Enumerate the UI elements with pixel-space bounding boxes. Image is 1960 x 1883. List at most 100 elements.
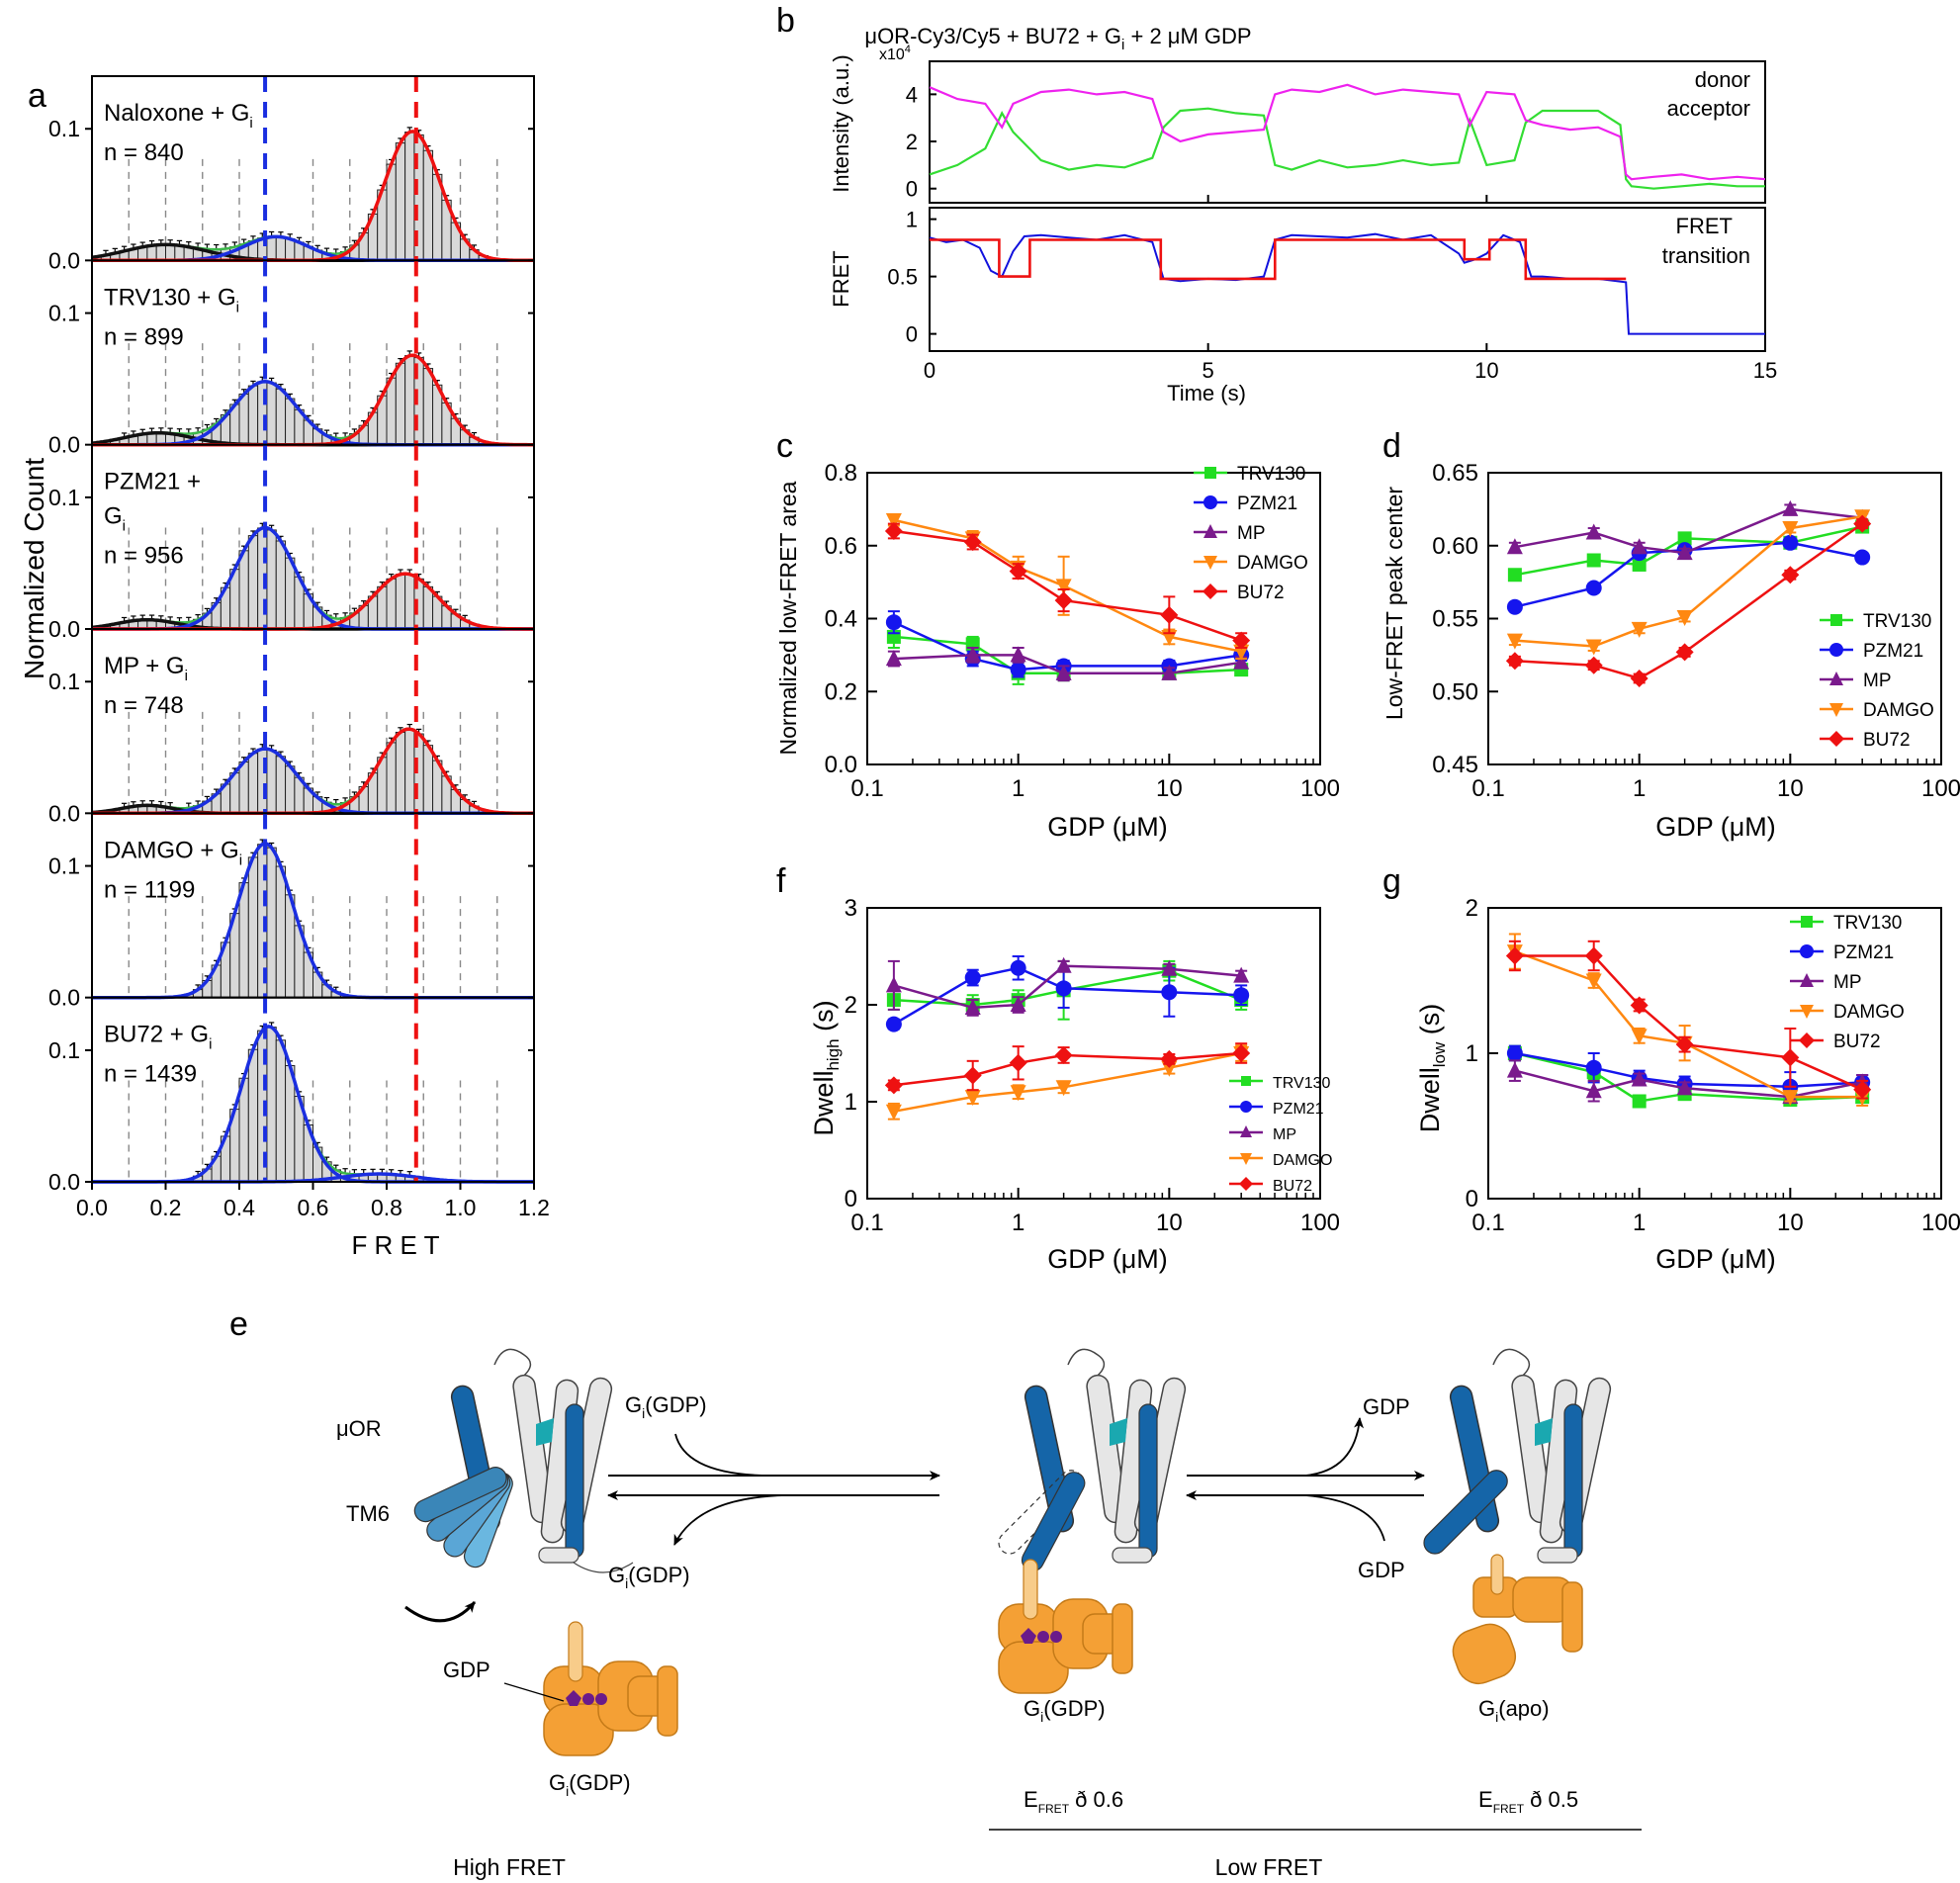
series-MP [1506, 499, 1871, 561]
legend-label-MP: MP [1273, 1126, 1296, 1143]
legend-swatch-marker [1240, 1101, 1252, 1113]
label-efret-05: EFRET ð 0.5 [1478, 1787, 1578, 1816]
histogram-bar [395, 362, 406, 446]
legend-label-PZM21: PZM21 [1863, 641, 1923, 662]
data-point [1233, 653, 1250, 670]
histogram-bar [377, 585, 388, 630]
histogram-bar [266, 235, 277, 261]
subscript: i [123, 518, 126, 535]
data-point [1055, 980, 1072, 997]
FRET-trace [929, 232, 1765, 335]
legend-donor: donor [1695, 67, 1750, 92]
y-tick-label: 2 [1466, 895, 1478, 922]
y-tick-label: 0.1 [48, 485, 80, 510]
histogram-bar [266, 382, 277, 446]
panel-c-xlabel: GDP (μM) [1047, 812, 1168, 842]
legend-swatch-marker [1830, 614, 1842, 626]
histogram-bar [404, 728, 415, 814]
data-point [1585, 639, 1602, 656]
histogram-bar [247, 856, 259, 999]
data-point [884, 522, 903, 540]
legend-swatch-marker [1203, 524, 1217, 538]
y-tick-label: 0.4 [825, 606, 857, 633]
panel-label-a: a [28, 77, 46, 115]
histogram-bar [266, 529, 277, 630]
data-point [1632, 557, 1647, 572]
histogram-bar [238, 393, 249, 446]
y-tick-label: 0.1 [48, 301, 80, 326]
data-point [1677, 531, 1692, 546]
tm6-motion-arrow [404, 1601, 477, 1623]
histogram-bar [404, 574, 415, 630]
histogram-bar [422, 745, 434, 814]
x-tick-label: 0.8 [371, 1195, 402, 1220]
y-tick-label: 0.60 [1432, 533, 1478, 560]
panel-label-e: e [229, 1305, 248, 1343]
subscript: i [249, 115, 252, 132]
data-point [1232, 1044, 1251, 1062]
y-tick-label: 0.2 [825, 678, 857, 705]
x-tick-label: 1 [1012, 775, 1025, 802]
legend-label-BU72: BU72 [1273, 1178, 1312, 1195]
data-point [1675, 1035, 1694, 1054]
panel-g-chart: 0.1 1 10 100 0 1 2 TRV130 PZM21 MP DAMGO BU72 [1466, 895, 1960, 1236]
histogram-panel: 0.0 0.1 DAMGO + Gi n = 1199 [48, 812, 535, 1011]
legend-label-TRV130: TRV130 [1833, 913, 1902, 934]
legend-swatch-marker [1239, 1177, 1253, 1191]
series-line [893, 964, 1242, 1010]
y-tick-label: 0.55 [1432, 606, 1478, 633]
data-point [1055, 956, 1072, 973]
series-line [1514, 507, 1863, 555]
series-DAMGO [1506, 509, 1871, 656]
legend-label-PZM21: PZM21 [1833, 942, 1894, 963]
data-point [885, 512, 902, 529]
histogram-bar [275, 756, 287, 814]
x-tick-label: 1.0 [445, 1195, 477, 1220]
histogram-bar [422, 149, 434, 261]
data-point [1054, 591, 1073, 610]
x-tick-label: 100 [1300, 1210, 1340, 1236]
data-point [1161, 984, 1178, 1001]
panel-label-d: d [1382, 427, 1401, 465]
y-tick-label: 0.8 [825, 460, 857, 487]
legend-swatch-marker [1240, 1153, 1252, 1165]
data-point [1161, 664, 1178, 680]
data-point [1009, 1053, 1027, 1072]
legend-swatch-marker [1241, 1076, 1251, 1086]
data-point [1853, 1080, 1872, 1099]
data-point [1676, 544, 1693, 561]
x-tick-label: 5 [1203, 358, 1214, 383]
histogram-bar [275, 235, 287, 261]
panel-d-ylabel: Low-FRET peak center [1381, 487, 1407, 720]
legend-swatch-marker [1828, 731, 1844, 747]
legend-swatch-marker [1799, 1032, 1815, 1048]
y-tick-label: 4 [906, 82, 918, 107]
histogram-bar [247, 535, 259, 630]
receptor-low-fret-gdp [998, 1348, 1187, 1694]
histogram-bar [266, 1027, 277, 1183]
data-point [964, 998, 981, 1015]
plot-frame [866, 472, 1321, 765]
histogram-panel: 0.0 0.1 PZM21 + Gi n = 956 [48, 443, 535, 642]
data-point [1676, 1079, 1693, 1096]
legend-transition: transition [1662, 243, 1750, 268]
y-tick-label: 0 [845, 1186, 857, 1212]
histogram-bar [275, 388, 287, 446]
histogram-panel: 0.0 0.1 BU72 + Gi n = 1439 [48, 996, 535, 1195]
panel-b-title: μOR-Cy3/Cy5 + BU72 + Gi + 2 μM GDP [864, 24, 1251, 53]
panel-b-yscale: x104 [879, 44, 911, 63]
histogram-condition-label: DAMGO + Gi [104, 837, 242, 868]
legend: TRV130 PZM21 MP DAMGO BU72 [1194, 464, 1308, 603]
data-point [963, 1066, 982, 1085]
legend-label-DAMGO: DAMGO [1273, 1152, 1332, 1169]
panel-f-xlabel: GDP (μM) [1047, 1244, 1168, 1274]
histogram-condition-label: TRV130 + Gi [104, 284, 239, 315]
gdp-out-curve [1304, 1417, 1365, 1477]
x-tick-label: 1 [1633, 1210, 1646, 1236]
y-tick-label: 0.1 [48, 669, 80, 694]
data-point [1585, 973, 1602, 990]
x-tick-label: 10 [1156, 775, 1183, 802]
label-gi-gdp-in: Gi(GDP) [625, 1392, 707, 1421]
